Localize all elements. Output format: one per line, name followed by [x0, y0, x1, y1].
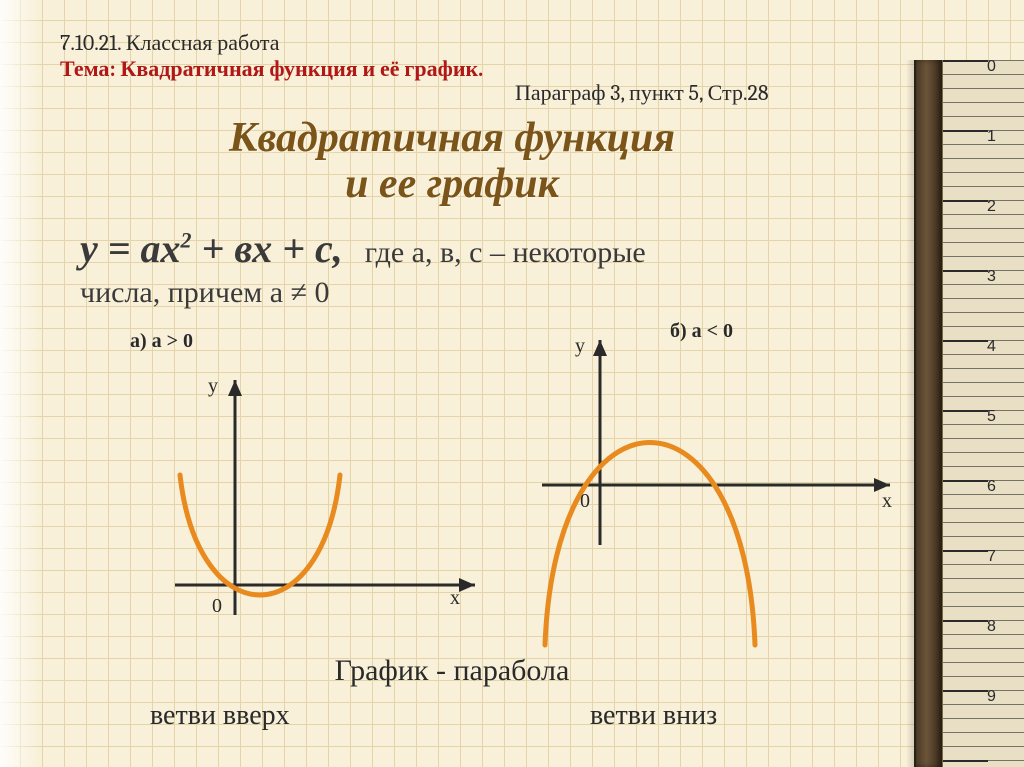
charts-region: а) a > 0 y x 0 б) a < 0: [60, 335, 910, 695]
formula-b: в: [234, 226, 252, 271]
ruler: 0 1 2 3 4 5 6 7 8 9: [914, 60, 1024, 767]
chart-b-y-label: y: [575, 335, 585, 358]
ruler-number: 9: [987, 688, 996, 706]
chart-b-x-label: x: [882, 490, 892, 513]
chart-a-x-label: x: [450, 587, 460, 610]
ruler-wooden-edge: [914, 60, 942, 767]
ruler-number: 1: [987, 128, 996, 146]
formula-tail: где а, в, с – некоторые: [365, 236, 646, 269]
chart-a-svg: [100, 335, 480, 655]
formula-line2-pre: числа, причем: [80, 276, 270, 309]
formula-block: y = ax2 + вx + c, где а, в, с – некоторы…: [80, 225, 646, 310]
page-title: Квадратичная функция и ее график: [0, 115, 904, 207]
chart-b-svg: [510, 335, 910, 675]
chart-a-positive: а) a > 0 y x 0: [100, 335, 460, 655]
ruler-number: 0: [987, 58, 996, 76]
header-block: 7.10.21. Классная работа Тема: Квадратич…: [60, 30, 483, 82]
footer-center: График - парабола: [0, 654, 904, 688]
formula-x1: x: [252, 226, 272, 271]
lesson-reference: Параграф 3, пункт 5, Стр.28: [515, 80, 769, 106]
ruler-number: 4: [987, 338, 996, 356]
ruler-scale: 0 1 2 3 4 5 6 7 8 9: [942, 60, 1024, 767]
formula-c: c: [315, 226, 333, 271]
ruler-number: 8: [987, 618, 996, 636]
formula-expression: y = ax2 + вx + c,: [80, 226, 353, 271]
formula-a: a: [141, 226, 161, 271]
formula-comma: ,: [333, 226, 343, 271]
ruler-number: 6: [987, 478, 996, 496]
formula-plus2: +: [272, 226, 315, 271]
footer-branches-up: ветви вверх: [150, 700, 290, 732]
formula-line-2: числа, причем a ≠ 0: [80, 276, 646, 310]
title-line-2: и ее график: [345, 161, 559, 207]
lesson-theme: Тема: Квадратичная функция и её график.: [60, 56, 483, 82]
formula-condition: a ≠ 0: [270, 276, 330, 309]
ruler-number: 7: [987, 548, 996, 566]
formula-exponent: 2: [181, 228, 192, 253]
chart-b-origin-label: 0: [580, 490, 590, 513]
date-classwork: 7.10.21. Классная работа: [60, 30, 483, 56]
title-line-1: Квадратичная функция: [229, 115, 675, 161]
chart-a-y-label: y: [208, 375, 218, 398]
formula-x: x: [161, 226, 181, 271]
formula-lhs: y =: [80, 226, 141, 271]
formula-plus1: +: [192, 226, 235, 271]
ruler-number: 3: [987, 268, 996, 286]
footer-branches-down: ветви вниз: [590, 700, 717, 732]
ruler-number: 5: [987, 408, 996, 426]
ruler-number: 2: [987, 198, 996, 216]
chart-b-negative: б) a < 0 y x 0: [510, 335, 890, 655]
chart-a-origin-label: 0: [212, 595, 222, 618]
